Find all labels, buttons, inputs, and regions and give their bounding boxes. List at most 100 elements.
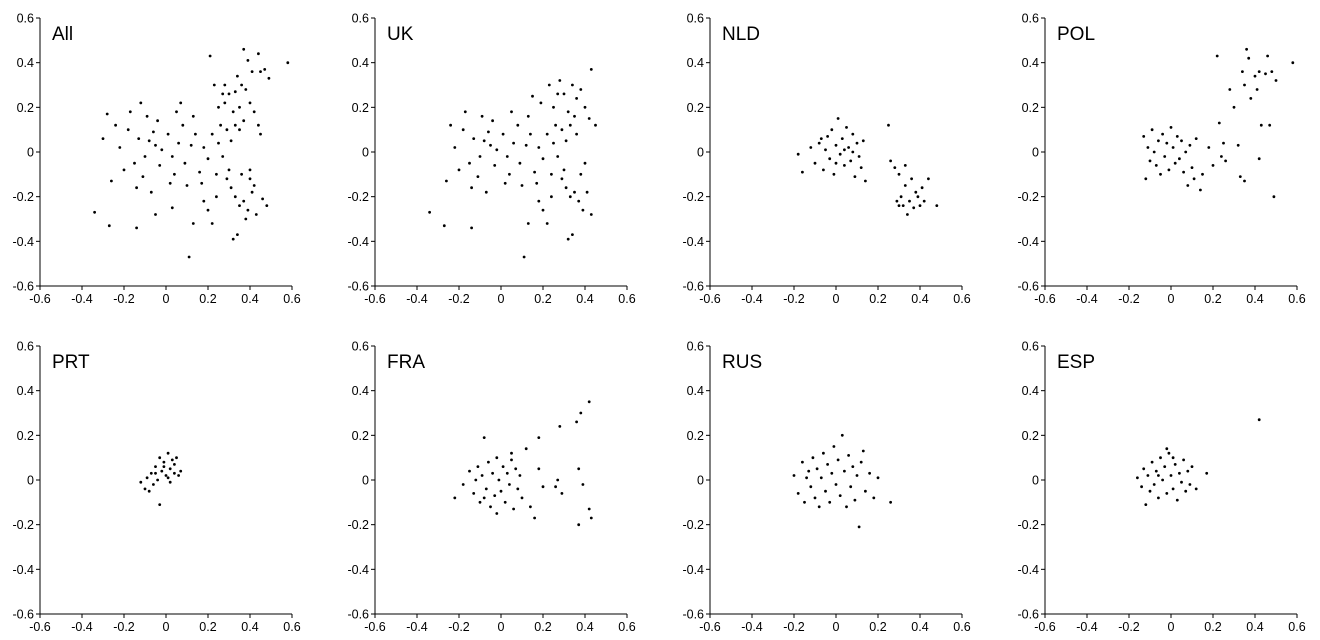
data-point	[568, 195, 572, 199]
y-tick-label: -0.4	[347, 235, 369, 249]
data-point	[505, 471, 509, 475]
y-tick-label: 0	[27, 146, 34, 160]
y-tick-label: -0.6	[347, 608, 369, 622]
data-point	[1192, 177, 1196, 181]
data-point	[581, 208, 585, 212]
panel-title: ESP	[1057, 352, 1095, 373]
data-point	[152, 483, 155, 486]
y-tick-label: -0.4	[682, 235, 704, 249]
data-point	[1142, 135, 1146, 138]
data-point	[847, 146, 850, 149]
data-point	[903, 164, 907, 167]
data-point	[1169, 126, 1173, 129]
y-tick-label: 0.2	[17, 429, 34, 443]
data-point	[897, 204, 901, 208]
data-point	[554, 485, 557, 489]
data-point	[210, 222, 214, 225]
data-point	[173, 172, 176, 176]
data-point	[824, 489, 827, 493]
data-point	[463, 110, 467, 114]
data-point	[187, 255, 191, 259]
data-point	[901, 204, 905, 208]
data-point	[1171, 456, 1175, 460]
data-point	[587, 507, 591, 511]
data-point	[573, 114, 576, 118]
data-point	[1157, 139, 1160, 143]
data-point	[1194, 137, 1198, 141]
data-point	[1165, 447, 1169, 451]
data-point	[1186, 469, 1190, 473]
y-tick-label: 0.6	[687, 12, 704, 26]
data-point	[581, 483, 585, 486]
x-tick-label: 0.4	[1246, 620, 1263, 634]
x-tick-label: -0.4	[406, 292, 428, 306]
data-point	[1154, 164, 1158, 167]
data-point	[495, 512, 499, 515]
data-point	[442, 224, 446, 228]
data-point	[259, 132, 262, 136]
data-point	[453, 496, 457, 500]
data-point	[1186, 184, 1190, 187]
data-point	[128, 110, 132, 114]
data-point	[568, 123, 572, 127]
data-point	[221, 155, 225, 158]
x-tick-label: -0.4	[71, 620, 93, 634]
data-point	[845, 126, 848, 129]
y-tick-label: -0.4	[347, 563, 369, 577]
data-point	[589, 516, 593, 520]
y-tick-label: 0.6	[1022, 340, 1039, 354]
data-point	[564, 186, 568, 190]
data-point	[512, 507, 515, 511]
data-point	[518, 474, 522, 477]
data-point	[840, 433, 844, 437]
data-point	[817, 141, 821, 145]
data-point	[229, 186, 233, 190]
data-point	[577, 467, 581, 471]
data-point	[1144, 503, 1148, 506]
data-point	[1163, 155, 1167, 158]
data-point	[822, 451, 825, 455]
data-point	[166, 451, 170, 455]
x-tick-label: 0	[163, 620, 170, 634]
data-point	[248, 168, 252, 172]
data-point	[585, 190, 589, 194]
data-point	[484, 190, 488, 194]
data-point	[535, 181, 539, 185]
data-point	[219, 123, 223, 127]
data-point	[1270, 70, 1274, 73]
data-point	[539, 101, 543, 105]
data-point	[796, 152, 800, 156]
data-point	[114, 123, 117, 127]
x-tick-label: -0.4	[1076, 620, 1098, 634]
data-point	[236, 233, 239, 237]
data-point	[828, 500, 832, 504]
data-point	[520, 184, 524, 187]
data-point	[233, 123, 237, 127]
data-point	[166, 476, 170, 480]
x-tick-label: -0.2	[783, 292, 805, 306]
data-point	[286, 61, 290, 65]
x-tick-label: -0.2	[113, 620, 135, 634]
data-point	[537, 146, 541, 149]
scatter-panel-fra: -0.6 -0.4 -0.2 0 0.2 0.4 0.6 -0.6 -0.4 -0.2 0 0.2 0.…	[347, 340, 635, 635]
data-point	[461, 483, 465, 486]
data-point	[579, 172, 583, 176]
data-point	[1148, 489, 1152, 493]
data-point	[170, 155, 174, 158]
data-point	[1224, 159, 1227, 163]
data-point	[238, 128, 241, 132]
data-point	[1228, 88, 1232, 91]
data-point	[457, 168, 461, 172]
data-point	[118, 146, 122, 149]
data-point	[575, 97, 578, 100]
data-point	[1220, 155, 1223, 158]
x-tick-label: -0.6	[699, 292, 721, 306]
y-tick-label: -0.2	[12, 518, 34, 532]
data-point	[1159, 172, 1162, 176]
data-point	[910, 177, 913, 181]
data-point	[478, 500, 482, 504]
data-point	[501, 132, 505, 136]
y-tick-label: 0.6	[352, 340, 369, 354]
data-point	[832, 172, 836, 176]
data-point	[529, 132, 532, 136]
